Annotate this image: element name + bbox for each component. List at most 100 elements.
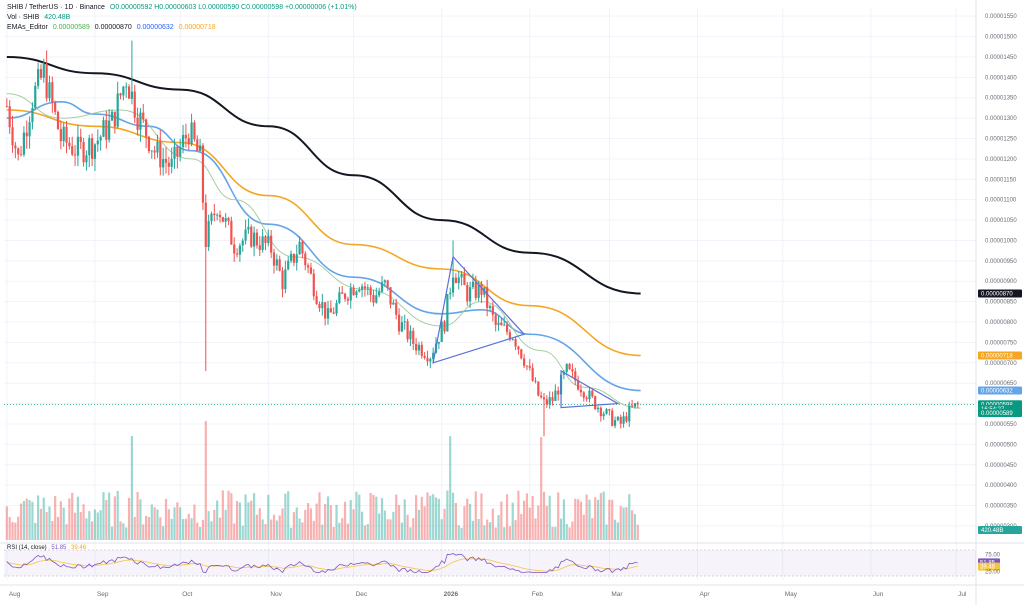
volume-bar <box>349 500 352 540</box>
time-tick-label: Feb <box>532 591 544 598</box>
candle-body <box>39 69 43 78</box>
candle-body <box>372 295 375 303</box>
ema4-value: 0.00000718 <box>178 24 216 31</box>
candle-body <box>298 241 301 255</box>
candle-body <box>224 217 227 222</box>
candle-body <box>102 120 105 137</box>
volume-bar <box>167 509 170 540</box>
volume-bar <box>503 527 506 540</box>
candle-body <box>190 122 193 145</box>
candle-body <box>449 292 452 295</box>
volume-bar <box>68 498 71 540</box>
candle-body <box>517 346 520 350</box>
volume-bar <box>73 512 77 540</box>
candle-body <box>150 150 153 152</box>
volume-bar <box>568 527 571 540</box>
symbol-text[interactable]: SHIB / TetherUS · 1D · Binance <box>7 4 105 11</box>
candle-body <box>466 284 469 302</box>
candle-body <box>281 270 284 290</box>
volume-bar <box>255 514 259 540</box>
volume-bar <box>108 492 111 540</box>
volume-bar <box>48 506 51 540</box>
candle-body <box>307 265 310 268</box>
candle-body <box>551 397 554 402</box>
candle-body <box>500 322 503 326</box>
candle-body <box>454 277 457 284</box>
price-badge-text: 420.48B <box>981 528 1003 534</box>
candle-body <box>233 244 236 254</box>
candle-body <box>486 287 489 308</box>
volume-bar <box>343 501 347 540</box>
volume-bar <box>136 491 139 540</box>
time-tick-label: Dec <box>356 591 368 598</box>
candle-body <box>264 236 267 244</box>
volume-bar <box>238 502 241 540</box>
candle-body <box>480 283 483 295</box>
volume-bar <box>446 490 449 540</box>
candle-body <box>275 259 278 266</box>
volume-bar <box>156 509 159 540</box>
volume-bar <box>235 501 239 540</box>
volume-bar <box>397 504 401 540</box>
volume-bar <box>369 492 372 540</box>
candle-body <box>253 232 256 247</box>
rsi-legend[interactable]: RSI (14, close) 51.85 39.46 <box>7 545 86 551</box>
candle-body <box>514 339 517 347</box>
volume-bar <box>389 519 392 540</box>
candle-body <box>505 324 509 333</box>
legend-volume[interactable]: Vol · SHIB 420.48B <box>7 13 70 22</box>
volume-bar <box>82 504 85 540</box>
volume-bar <box>8 516 11 540</box>
price-tick-label: 0.00000650 <box>985 381 1017 387</box>
candle-body <box>324 302 327 319</box>
volume-bar <box>329 505 332 540</box>
volume-bar <box>457 525 460 540</box>
price-badge-text: 0.00000589 <box>981 411 1013 417</box>
price-tick-label: 0.00000500 <box>985 442 1017 448</box>
volume-bar <box>463 506 466 540</box>
price-tick-label: 0.00000900 <box>985 279 1017 285</box>
candle-body <box>463 273 466 285</box>
price-tick-label: 0.00001050 <box>985 218 1017 224</box>
candle-body <box>577 380 580 390</box>
candle-body <box>153 150 156 153</box>
volume-bar <box>312 520 315 540</box>
candle-body <box>628 405 631 422</box>
volume-bar <box>545 505 548 540</box>
candle-body <box>594 396 597 410</box>
volume-bar <box>426 492 429 540</box>
vol-value: 420.48B <box>44 14 71 21</box>
volume-bar <box>204 421 207 540</box>
candle-body <box>258 245 261 250</box>
time-tick-label: Oct <box>182 591 192 598</box>
volume-bar <box>332 526 335 540</box>
volume-bar <box>22 501 25 540</box>
volume-bar <box>497 515 500 540</box>
candle-body <box>127 86 131 99</box>
candle-body <box>108 120 111 140</box>
candle-body <box>622 416 625 424</box>
volume-bar <box>307 503 310 540</box>
volume-bar <box>267 494 270 540</box>
candle-body <box>133 91 136 118</box>
legend-emas[interactable]: EMAs_Editor 0.00000589 0.00000870 0.0000… <box>7 23 216 32</box>
volume-bar <box>201 519 205 540</box>
volume-bar <box>130 435 133 540</box>
candle-body <box>201 145 205 203</box>
rsi-ma-line <box>6 558 638 572</box>
volume-bar <box>514 520 517 540</box>
candle-body <box>437 341 440 344</box>
candle-body <box>284 269 287 290</box>
volume-bar <box>454 502 457 540</box>
volume-bar <box>562 499 565 540</box>
candle-body <box>287 260 290 270</box>
volume-bar <box>301 522 304 540</box>
candle-body <box>523 358 526 366</box>
candle-body <box>76 136 79 156</box>
volume-bar <box>289 527 293 540</box>
candle-body <box>93 144 97 159</box>
rsi-tick-label: 75.00 <box>985 553 1001 559</box>
